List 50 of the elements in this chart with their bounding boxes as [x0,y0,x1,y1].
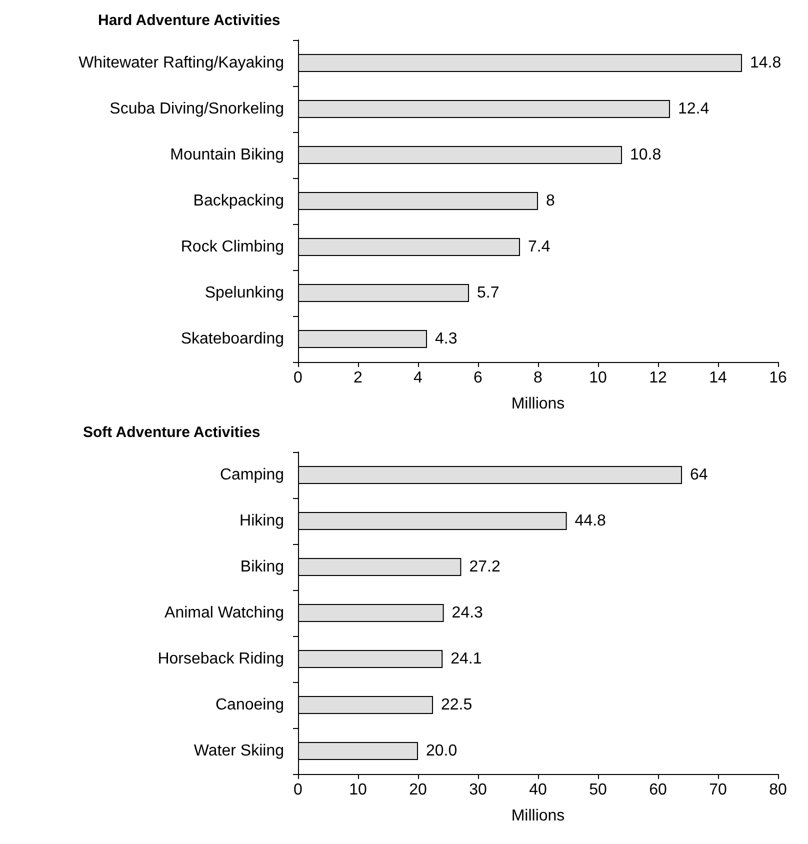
x-tick-label: 10 [349,782,367,798]
y-tick-label: Water Skiing [194,742,284,760]
x-tick-label: 6 [474,370,483,386]
data-label: 44.8 [574,512,606,530]
x-tick-label: 2 [354,370,363,386]
y-tick-label: Animal Watching [164,604,284,622]
x-tick-label: 4 [414,370,423,386]
y-tick-label: Backpacking [193,192,284,210]
y-tick-label: Hiking [240,512,284,530]
x-tick-label: 40 [529,782,547,798]
data-label: 14.8 [750,54,782,72]
x-tick-label: 0 [294,782,303,798]
data-label: 27.2 [469,558,500,576]
y-tick-label: Mountain Biking [170,146,284,164]
y-tick-label: Biking [240,558,284,576]
data-label: 8 [546,192,555,210]
data-label: 5.7 [477,284,500,302]
y-tick-label: Canoeing [216,696,284,714]
data-label: 10.8 [630,146,662,164]
data-label: 20.0 [426,742,458,760]
y-tick-label: Rock Climbing [180,238,284,256]
y-tick-label: Spelunking [204,284,284,302]
data-label: 64 [690,466,708,484]
x-tick-label: 20 [409,782,427,798]
data-label: 12.4 [678,100,710,118]
data-label: 22.5 [441,696,472,714]
x-tick-label: 70 [709,782,727,798]
x-axis-title: Millions [511,396,565,412]
y-tick-label: Camping [220,466,284,484]
y-tick-label: Horseback Riding [158,650,284,668]
x-tick-label: 0 [294,370,303,386]
x-tick-label: 80 [769,782,787,798]
x-axis-title: Millions [511,808,565,824]
x-tick-label: 16 [769,370,787,386]
x-tick-label: 8 [534,370,543,386]
x-tick-label: 60 [649,782,667,798]
x-tick-label: 50 [589,782,607,798]
y-tick-label: Whitewater Rafting/Kayaking [78,54,284,72]
text: Soft Adventure Activities [83,424,260,441]
data-label: 24.3 [452,604,484,622]
y-tick-label: Scuba Diving/Snorkeling [110,100,284,118]
y-tick-label: Skateboarding [180,330,284,348]
data-label: 24.1 [450,650,482,668]
x-tick-label: 14 [709,370,727,386]
x-tick-label: 30 [469,782,487,798]
data-label: 7.4 [528,238,550,256]
chart-title: Hard Adventure Activities [98,12,280,29]
data-label: 4.3 [435,330,458,348]
x-tick-label: 12 [649,370,667,386]
x-tick-label: 10 [589,370,607,386]
